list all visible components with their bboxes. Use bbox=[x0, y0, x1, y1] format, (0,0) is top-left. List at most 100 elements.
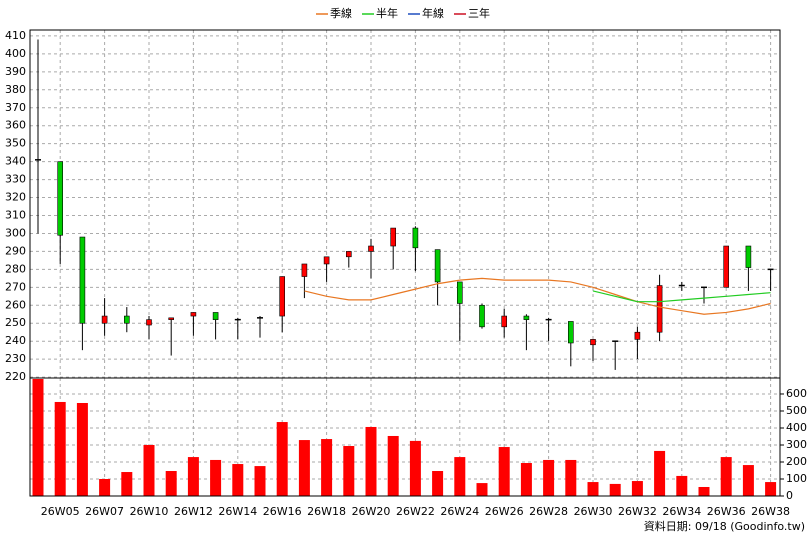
y-tick-label: 220 bbox=[5, 370, 26, 383]
volume-bar bbox=[365, 426, 377, 496]
y-tick-label: 360 bbox=[5, 119, 26, 132]
candle-body bbox=[368, 245, 374, 252]
x-tick-label: 26W36 bbox=[707, 505, 746, 518]
legend-label: 半年 bbox=[376, 6, 398, 20]
x-tick-label: 26W10 bbox=[130, 505, 169, 518]
candle-body bbox=[190, 312, 197, 317]
y2-tick-label: 300 bbox=[786, 438, 807, 451]
candle-body bbox=[523, 315, 530, 320]
y-tick-label: 400 bbox=[5, 47, 26, 60]
volume-bar bbox=[210, 459, 222, 496]
volume-bar bbox=[498, 447, 510, 496]
x-tick-label: 26W18 bbox=[307, 505, 346, 518]
x-tick-label: 26W24 bbox=[440, 505, 479, 518]
candle-body bbox=[723, 245, 730, 288]
y-tick-label: 390 bbox=[5, 65, 26, 78]
candle-body bbox=[434, 249, 441, 283]
legend-label: 年線 bbox=[422, 6, 444, 20]
volume-bar bbox=[609, 483, 621, 496]
x-tick-label: 26W34 bbox=[662, 505, 701, 518]
footnote: 資料日期: 09/18 (Goodinfo.tw) bbox=[644, 519, 805, 533]
candle-body bbox=[745, 245, 752, 268]
legend-label: 三年 bbox=[468, 6, 490, 20]
plot-frame bbox=[29, 29, 781, 497]
y-tick-label: 410 bbox=[5, 29, 26, 42]
x-tick-label: 26W26 bbox=[485, 505, 524, 518]
candle-body bbox=[168, 317, 174, 320]
volume-bar bbox=[409, 440, 421, 496]
candle-body bbox=[101, 315, 108, 324]
volume-bar bbox=[143, 444, 155, 496]
y-tick-label: 240 bbox=[5, 334, 26, 347]
y2-tick-label: 200 bbox=[786, 455, 807, 468]
volume-bar bbox=[187, 457, 199, 496]
y-tick-label: 340 bbox=[5, 155, 26, 168]
y2-tick-label: 500 bbox=[786, 404, 807, 417]
x-tick-label: 26W38 bbox=[751, 505, 790, 518]
y-tick-label: 330 bbox=[5, 173, 26, 186]
volume-bar bbox=[232, 464, 244, 496]
volume-bar bbox=[54, 401, 66, 496]
candle-body bbox=[479, 304, 485, 328]
volume-bar bbox=[321, 439, 333, 496]
volume-bar bbox=[387, 435, 399, 496]
volume-bar bbox=[298, 440, 310, 496]
candle-body bbox=[79, 236, 86, 324]
volume-bar bbox=[454, 457, 466, 496]
candle-body bbox=[567, 321, 574, 344]
y-tick-label: 250 bbox=[5, 316, 26, 329]
x-tick-label: 26W28 bbox=[529, 505, 568, 518]
volume-bar bbox=[565, 459, 577, 496]
candle-body bbox=[57, 161, 64, 236]
plot-area bbox=[30, 30, 780, 496]
volume-bar bbox=[76, 402, 88, 496]
x-tick-label: 26W32 bbox=[618, 505, 657, 518]
candle-body bbox=[301, 263, 308, 277]
candle-body bbox=[656, 285, 663, 333]
x-tick-label: 26W22 bbox=[396, 505, 435, 518]
y-tick-label: 320 bbox=[5, 191, 26, 204]
volume-bar bbox=[165, 471, 177, 496]
candle-body bbox=[279, 276, 286, 317]
volume-bar bbox=[676, 475, 688, 496]
x-tick-label: 26W12 bbox=[174, 505, 213, 518]
candle-body bbox=[501, 315, 508, 328]
candle-body bbox=[456, 281, 463, 304]
candle-body bbox=[212, 312, 219, 320]
y-tick-label: 370 bbox=[5, 101, 26, 114]
y-tick-label: 380 bbox=[5, 83, 26, 96]
volume-bar bbox=[121, 472, 133, 496]
x-tick-label: 26W07 bbox=[85, 505, 124, 518]
volume-bar bbox=[99, 478, 111, 496]
volume-bar bbox=[720, 457, 732, 496]
y-tick-label: 290 bbox=[5, 244, 26, 257]
y-tick-label: 300 bbox=[5, 226, 26, 239]
y2-tick-label: 100 bbox=[786, 472, 807, 485]
y2-tick-label: 0 bbox=[786, 489, 793, 502]
volume-bar bbox=[254, 466, 266, 496]
y-tick-label: 230 bbox=[5, 352, 26, 365]
volume-bar bbox=[520, 463, 532, 496]
volume-bar bbox=[742, 465, 754, 496]
volume-bar bbox=[343, 446, 355, 496]
candle-body bbox=[124, 315, 130, 324]
candle-body bbox=[412, 227, 419, 249]
volume-bar bbox=[32, 379, 44, 496]
volume-bar bbox=[543, 459, 555, 496]
y2-tick-label: 400 bbox=[786, 421, 807, 434]
volume-bar bbox=[698, 486, 710, 496]
x-tick-label: 26W20 bbox=[352, 505, 391, 518]
candle-body bbox=[634, 331, 641, 340]
volume-bar bbox=[432, 471, 444, 496]
y2-tick-label: 600 bbox=[786, 387, 807, 400]
volume-bar bbox=[476, 483, 488, 496]
y-tick-label: 260 bbox=[5, 298, 26, 311]
y-tick-label: 350 bbox=[5, 137, 26, 150]
y-tick-label: 270 bbox=[5, 280, 26, 293]
candle-body bbox=[345, 251, 352, 258]
ma-line bbox=[592, 290, 771, 303]
x-tick-label: 26W16 bbox=[263, 505, 302, 518]
volume-bar bbox=[587, 482, 599, 496]
volume-bar bbox=[654, 450, 666, 496]
